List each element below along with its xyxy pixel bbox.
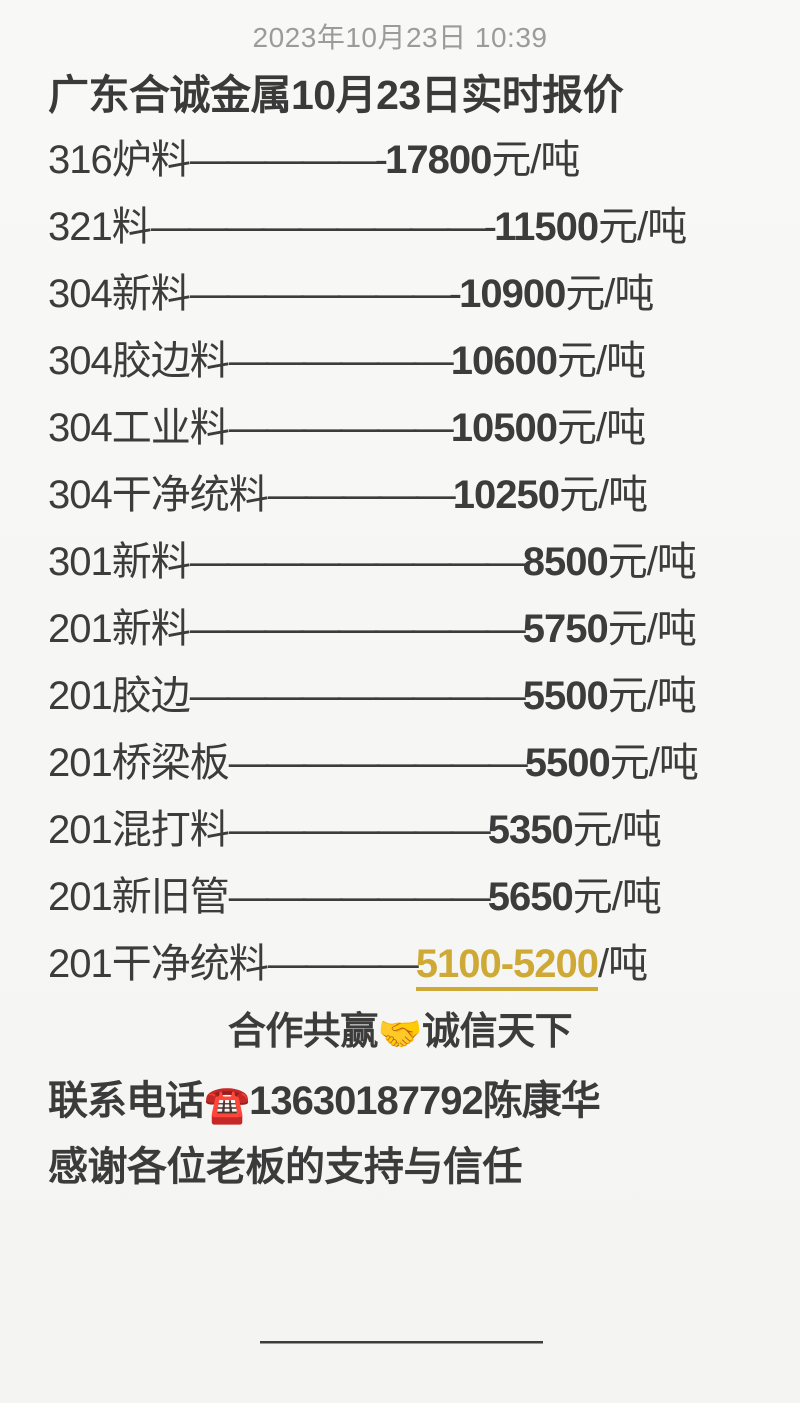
price-row-unit: 元/吨	[491, 138, 580, 182]
price-row-separator: ———————	[228, 808, 491, 852]
contact-person-name: 陈康华	[482, 1079, 601, 1123]
price-list: 316炉料—————-17800元/吨 321料—————————-11500元/…	[0, 127, 800, 998]
contact-label: 联系电话	[48, 1079, 205, 1123]
price-row-separator: ———————	[228, 875, 491, 919]
price-row-label: 304新料	[48, 272, 191, 316]
price-row-unit: 元/吨	[607, 607, 697, 651]
page-title: 广东合诚金属10月23日实时报价	[48, 72, 624, 118]
price-row-separator: ———————-	[189, 272, 462, 316]
thanks-line: 感谢各位老板的支持与信任	[48, 1145, 523, 1189]
phone-number[interactable]: 13630187792	[249, 1079, 484, 1123]
price-row: 201新旧管———————5650元/吨	[48, 864, 786, 931]
price-row-label: 201新料	[48, 607, 191, 651]
price-row-separator: —————————	[189, 674, 526, 718]
price-row-unit: 元/吨	[556, 406, 646, 450]
price-row-value: 10900	[459, 272, 566, 316]
price-row: 201新料—————————5750元/吨	[48, 596, 786, 663]
price-row-unit: 元/吨	[556, 339, 646, 383]
price-row: 304工业料——————10500元/吨	[48, 395, 786, 462]
price-row-label: 201新旧管	[48, 875, 230, 919]
price-row: 201胶边—————————5500元/吨	[48, 663, 786, 730]
price-row-separator: —————————	[189, 540, 526, 584]
price-row-unit: 元/吨	[598, 205, 687, 249]
price-row-separator: ——————	[228, 406, 454, 450]
price-row-separator: —————-	[189, 138, 388, 182]
handshake-emoji: 🤝	[377, 1013, 423, 1054]
price-row-separator: ————	[267, 942, 419, 986]
slogan-left-text: 合作共赢	[227, 1011, 379, 1053]
price-row-separator: —————	[267, 473, 456, 517]
slogan-line: 合作共赢🤝诚信天下	[0, 1000, 800, 1066]
price-row-separator: ——————	[228, 339, 454, 383]
price-row-value: 10500	[450, 406, 558, 450]
contact-block: 联系电话☎️13630187792陈康华 感谢各位老板的支持与信任	[0, 1070, 800, 1199]
price-row-unit: 元/吨	[607, 540, 697, 584]
price-row-value: 5500	[524, 741, 611, 785]
price-row-separator: ————————	[228, 741, 528, 785]
price-row-label: 321料	[48, 205, 152, 249]
price-row: 316炉料—————-17800元/吨	[48, 127, 786, 194]
price-row: 304干净统料—————10250元/吨	[48, 462, 786, 529]
price-row-unit: 元/吨	[572, 875, 662, 919]
price-row-unit: 元/吨	[607, 674, 697, 718]
contact-phone-line: 联系电话☎️13630187792陈康华	[48, 1070, 790, 1136]
price-row-value: 11500	[494, 205, 599, 249]
price-row-unit: 元/吨	[572, 808, 662, 852]
price-row: 201干净统料————5100-5200/吨	[48, 931, 786, 998]
price-row-value: 10600	[450, 339, 558, 383]
price-row: 304胶边料——————10600元/吨	[48, 328, 786, 395]
price-row-unit: 元/吨	[558, 473, 648, 517]
price-row-value: 5500	[522, 674, 609, 718]
price-row-label: 304胶边料	[48, 339, 230, 383]
price-row-separator: —————————	[189, 607, 526, 651]
price-row-separator: —————————-	[150, 205, 497, 249]
price-row-label: 201混打料	[48, 808, 230, 852]
price-row-value: 5100-5200	[415, 942, 599, 991]
price-row: 304新料———————-10900元/吨	[48, 261, 786, 328]
price-row-value: 8500	[522, 540, 609, 584]
price-row-unit: 元/吨	[609, 741, 699, 785]
price-row-label: 301新料	[48, 540, 191, 584]
price-row-value: 5750	[522, 607, 609, 651]
price-row: 201桥梁板————————5500元/吨	[48, 730, 786, 797]
price-row-value: 5650	[487, 875, 574, 919]
message-timestamp: 2023年10月23日 10:39	[252, 22, 548, 53]
slogan-right-text: 诚信天下	[422, 1011, 573, 1053]
price-row-label: 316炉料	[48, 138, 191, 182]
price-row-label: 201桥梁板	[48, 741, 230, 785]
price-row-value: 10250	[452, 473, 560, 517]
price-row-unit: /吨	[598, 942, 648, 986]
price-row-value: 17800	[385, 138, 492, 182]
price-row: 301新料—————————8500元/吨	[48, 529, 786, 596]
price-row-label: 304工业料	[48, 406, 230, 450]
price-row-label: 304干净统料	[48, 473, 269, 517]
price-row-label: 201干净统料	[48, 942, 269, 986]
price-row-value: 5350	[487, 808, 574, 852]
price-row: 321料—————————-11500元/吨	[48, 194, 786, 261]
price-row: 201混打料———————5350元/吨	[48, 797, 786, 864]
bottom-divider: ————————	[260, 1319, 543, 1361]
telephone-emoji: ☎️	[204, 1084, 250, 1125]
price-row-label: 201胶边	[48, 674, 191, 718]
price-row-unit: 元/吨	[565, 272, 654, 316]
